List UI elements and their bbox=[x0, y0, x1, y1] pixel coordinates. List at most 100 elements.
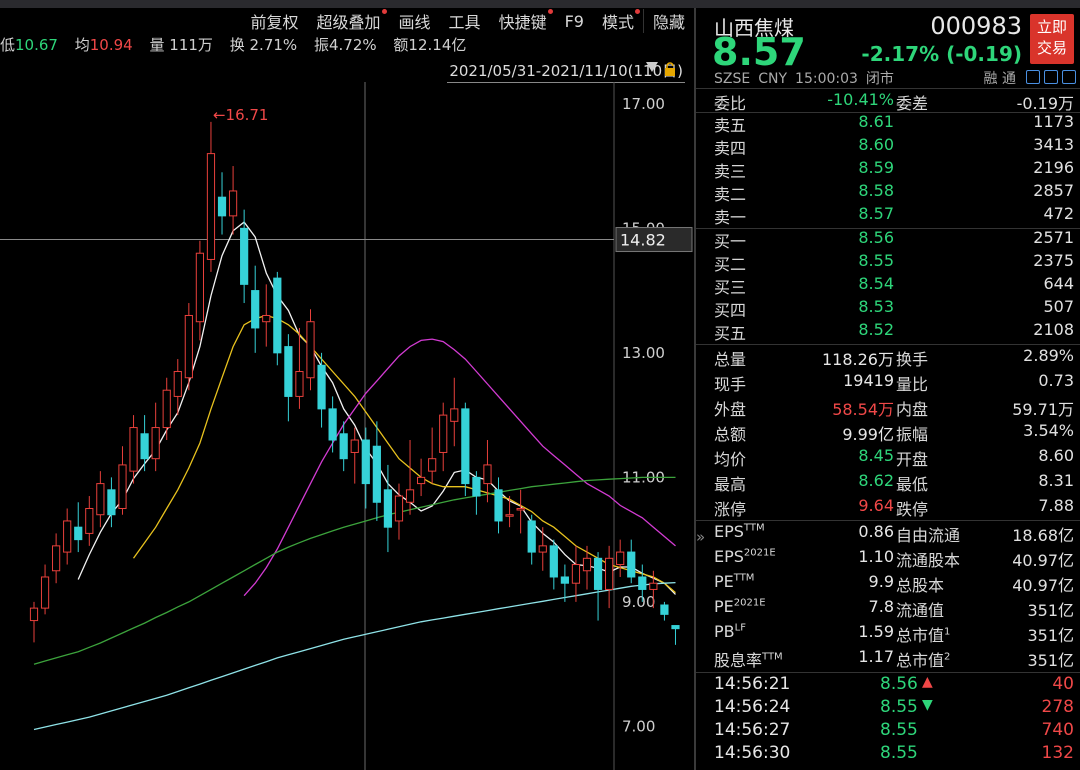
date-range-selector[interactable]: 2021/05/31-2021/11/10(110日) bbox=[447, 60, 685, 83]
detail-value: 7.88 bbox=[1038, 496, 1074, 515]
candle-up bbox=[173, 371, 182, 397]
candle-down bbox=[461, 408, 470, 485]
fundamental-value: 7.8 bbox=[868, 597, 894, 616]
toolbar-item[interactable]: 隐藏 bbox=[642, 9, 694, 33]
dropdown-triangle-icon[interactable] bbox=[646, 62, 658, 72]
fundamental-row: EPS2021E 1.10 流通股本 40.97亿 bbox=[696, 547, 1080, 570]
commission-ratio-row: 委比 -10.41% 委差 -0.19万 bbox=[714, 90, 1074, 113]
candle-down bbox=[560, 576, 569, 584]
fundamental-label: 流通值 bbox=[896, 597, 944, 621]
detail-value: 8.31 bbox=[1038, 471, 1074, 490]
candle-up bbox=[63, 520, 72, 553]
ask-volume: 1173 bbox=[1033, 112, 1074, 131]
candle-up bbox=[52, 545, 61, 572]
add-icon[interactable] bbox=[1062, 70, 1076, 84]
fundamental-value: 351亿 bbox=[1027, 601, 1074, 620]
toolbar-item[interactable]: 快捷键 bbox=[490, 9, 556, 33]
detail-value: 9.64 bbox=[858, 496, 894, 515]
ask-label: 卖三 bbox=[714, 162, 747, 181]
ask-volume: 2196 bbox=[1033, 158, 1074, 177]
fundamental-label-text: 流通股本 bbox=[896, 551, 961, 570]
fundamental-label-text: EPS bbox=[714, 547, 744, 566]
toolbar-item[interactable]: 工具 bbox=[448, 13, 481, 32]
y-tick-label: 7.00 bbox=[622, 717, 655, 735]
detail-value: 8.62 bbox=[858, 471, 894, 490]
toolbar-item[interactable]: 前复权 bbox=[250, 13, 299, 32]
fundamental-label: EPS2021E bbox=[714, 547, 776, 566]
candle-up bbox=[582, 557, 592, 572]
fundamental-value: 0.86 bbox=[858, 522, 894, 541]
trade-row: 14:56:21 8.56 ▲ 40 bbox=[696, 674, 1080, 697]
fundamental-label: EPSTTM bbox=[714, 522, 765, 541]
trade-now-button[interactable]: 立即 交易 bbox=[1030, 14, 1074, 64]
ask-row[interactable]: 卖三 8.59 2196 bbox=[696, 158, 1080, 181]
detail-label: 最高 bbox=[714, 475, 747, 494]
low-stat: 低10.67 bbox=[0, 36, 58, 54]
detail-value: 9.99亿 bbox=[842, 425, 894, 444]
ask-volume: 2857 bbox=[1033, 181, 1074, 200]
bid-row[interactable]: 买三 8.54 644 bbox=[696, 274, 1080, 297]
price-change: -2.17% (-0.19) bbox=[861, 42, 1022, 66]
settings-icon[interactable] bbox=[1044, 70, 1058, 84]
lock-icon[interactable] bbox=[664, 62, 676, 76]
candle-down bbox=[494, 489, 503, 522]
ask-row[interactable]: 卖五 8.61 1173 bbox=[696, 112, 1080, 135]
candle-down bbox=[251, 290, 260, 329]
candle-down bbox=[593, 557, 603, 590]
divider bbox=[696, 112, 1080, 113]
candle-up bbox=[428, 458, 437, 472]
ask-row[interactable]: 卖四 8.60 3413 bbox=[696, 135, 1080, 158]
candle-up bbox=[151, 427, 160, 460]
toolbar-item[interactable]: 模式 bbox=[593, 9, 643, 33]
candle-down bbox=[671, 625, 680, 630]
detail-value: 2.89% bbox=[1023, 346, 1074, 365]
toolbar-item[interactable]: F9 bbox=[564, 11, 584, 31]
candle-down bbox=[372, 445, 381, 503]
candle-down bbox=[383, 489, 393, 528]
notification-dot-icon bbox=[381, 9, 387, 14]
candle-up bbox=[184, 314, 193, 379]
candle-up bbox=[129, 427, 138, 472]
bid-row[interactable]: 买一 8.56 2571 bbox=[696, 228, 1080, 251]
bid-row[interactable]: 买四 8.53 507 bbox=[696, 297, 1080, 320]
trade-time: 14:56:21 bbox=[714, 674, 791, 694]
toolbar-item[interactable]: 画线 bbox=[398, 13, 431, 32]
detail-row: 涨停 9.64 跌停 7.88 bbox=[696, 496, 1080, 519]
fundamental-label-sup: TTM bbox=[762, 651, 783, 663]
bid-volume: 2108 bbox=[1033, 320, 1074, 339]
margin-tag: 融 通 bbox=[983, 71, 1016, 87]
arrow-down-icon: ▼ bbox=[922, 697, 933, 713]
fundamental-value: 9.9 bbox=[868, 572, 894, 591]
toolbar-item[interactable]: 超级叠加 bbox=[308, 9, 390, 33]
bid-row[interactable]: 买五 8.52 2108 bbox=[696, 320, 1080, 343]
trade-volume: 40 bbox=[1052, 674, 1074, 694]
ask-label: 卖一 bbox=[714, 208, 747, 227]
fundamental-label-text: EPS bbox=[714, 522, 744, 541]
fundamental-label: 股息率TTM bbox=[714, 647, 783, 671]
fundamental-value: 351亿 bbox=[1027, 651, 1074, 670]
candle-down bbox=[660, 604, 669, 615]
edit-icon[interactable] bbox=[1026, 70, 1040, 84]
trade-price: 8.55 bbox=[880, 720, 918, 740]
candle-down bbox=[361, 439, 370, 485]
bid-label: 买一 bbox=[714, 232, 747, 251]
ask-row[interactable]: 卖二 8.58 2857 bbox=[696, 181, 1080, 204]
bid-row[interactable]: 买二 8.55 2375 bbox=[696, 251, 1080, 274]
detail-label: 换手 bbox=[896, 350, 929, 369]
ask-row[interactable]: 卖一 8.57 472 bbox=[696, 204, 1080, 227]
fundamental-label: 总市值1 bbox=[896, 622, 950, 646]
fundamental-row: 股息率TTM 1.17 总市值2 351亿 bbox=[696, 647, 1080, 670]
expand-chevron-icon[interactable]: » bbox=[696, 528, 706, 546]
fundamental-label-text: 股息率 bbox=[714, 651, 763, 670]
bid-label: 买三 bbox=[714, 278, 747, 297]
fundamental-label-text: 总股本 bbox=[896, 576, 945, 595]
candle-down bbox=[638, 576, 647, 590]
bid-price: 8.55 bbox=[858, 251, 894, 270]
fundamental-label: 总市值2 bbox=[896, 647, 950, 671]
crosshair-price-box bbox=[615, 227, 693, 253]
fundamental-value: 18.68亿 bbox=[1012, 526, 1074, 545]
candle-up bbox=[85, 507, 94, 534]
fundamental-label-sup: 1 bbox=[944, 626, 951, 638]
avg-stat: 均10.94 bbox=[74, 36, 133, 54]
